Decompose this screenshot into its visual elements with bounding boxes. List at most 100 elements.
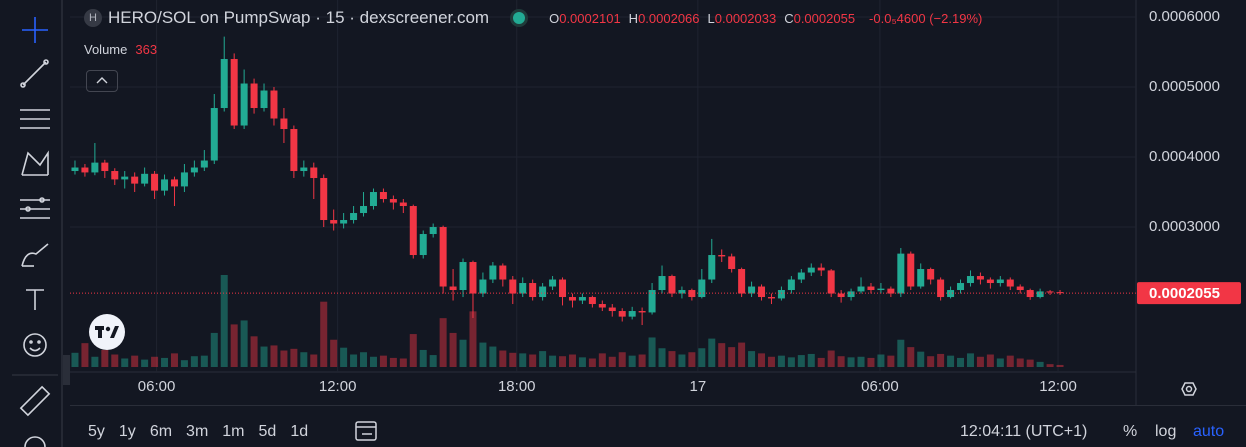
candle-body	[638, 311, 646, 313]
candle-body	[1016, 286, 1024, 291]
volume-bar	[827, 350, 835, 367]
candle-body	[449, 286, 457, 291]
volume-bar	[758, 353, 766, 367]
range-button[interactable]: 3m	[186, 423, 209, 440]
candle-body	[389, 199, 397, 203]
candle-body	[250, 83, 258, 109]
candle-body	[986, 279, 994, 284]
candle-body	[907, 253, 915, 287]
volume-bar	[419, 349, 427, 367]
candle-body	[608, 307, 616, 312]
candle-body	[966, 276, 974, 284]
volume-bar	[240, 320, 248, 367]
ruler-tool[interactable]	[19, 385, 51, 417]
percent-toggle[interactable]: %	[1123, 423, 1138, 440]
volume-bar	[648, 337, 656, 367]
candle-body	[409, 206, 417, 256]
range-button[interactable]: 5y	[88, 423, 105, 440]
legend-collapse[interactable]	[86, 70, 118, 92]
candle-body	[947, 290, 955, 298]
candle-body	[260, 90, 268, 109]
trend-line-tool[interactable]	[20, 59, 49, 88]
candle-body	[200, 160, 208, 168]
candle-body	[220, 59, 228, 109]
pattern-tool[interactable]	[21, 150, 49, 176]
candle-body	[807, 267, 815, 273]
volume-bar	[161, 357, 169, 367]
horizontal-line-tool[interactable]	[20, 109, 50, 129]
emoji-tool[interactable]	[23, 333, 47, 357]
volume-bar	[151, 356, 159, 367]
ohlc-value: 0.0002055	[793, 10, 856, 26]
volume-bar	[887, 355, 895, 367]
candle-body	[668, 276, 676, 294]
range-button[interactable]: 5d	[258, 423, 277, 440]
volume-bar	[996, 358, 1004, 367]
candle-body	[937, 279, 945, 298]
fib-tool[interactable]	[20, 197, 50, 219]
candle-body	[290, 129, 298, 172]
volume-bar	[131, 355, 139, 367]
volume-bar	[608, 356, 616, 367]
ohlc-key: O	[549, 10, 560, 26]
candle-body	[419, 234, 427, 256]
log-toggle[interactable]: log	[1155, 423, 1177, 440]
volume-bar	[220, 275, 228, 367]
y-tick-label: 0.0003000	[1149, 218, 1220, 235]
candle-body	[787, 279, 795, 291]
zoom-tool[interactable]	[24, 436, 46, 447]
candle-body	[429, 227, 437, 235]
volume-bar	[91, 356, 99, 367]
candle-body	[529, 283, 537, 298]
chevron	[96, 77, 108, 84]
volume-bar	[379, 355, 387, 367]
volume-bar	[748, 351, 756, 367]
candle-body	[151, 173, 159, 191]
ohlc-key: L	[707, 10, 715, 26]
volume-bar	[658, 348, 666, 367]
range-button[interactable]: 1m	[222, 423, 245, 440]
volume-bar	[1016, 358, 1024, 367]
candle-body	[350, 213, 358, 221]
candle-body	[479, 279, 487, 294]
volume-bar	[529, 354, 537, 367]
volume-bar	[399, 358, 407, 367]
range-button[interactable]: 1y	[118, 423, 136, 440]
volume-bar	[121, 358, 129, 367]
volume-bar	[509, 352, 517, 367]
candle-body	[91, 162, 99, 173]
volume-bar	[141, 359, 149, 367]
volume-bar	[588, 358, 596, 367]
candle-body	[111, 171, 119, 180]
volume-bar	[907, 347, 915, 367]
text-tool[interactable]	[26, 289, 44, 310]
candle-body	[758, 286, 766, 298]
candle-body	[280, 118, 288, 130]
volume-bar	[270, 345, 278, 367]
candle-body	[81, 167, 89, 173]
date-range-icon[interactable]	[352, 416, 382, 446]
brush-tool[interactable]	[21, 243, 49, 267]
candle-body	[927, 269, 935, 280]
volume-bar	[489, 346, 497, 367]
auto-toggle[interactable]: auto	[1193, 423, 1225, 440]
volume-bar	[230, 324, 238, 367]
volume-bar	[688, 352, 696, 367]
candle-body	[340, 220, 348, 224]
candle-body	[1046, 291, 1054, 293]
candle-body	[698, 279, 706, 298]
settings-icon[interactable]	[1181, 382, 1197, 396]
volume-bar	[668, 351, 676, 367]
last-price-box	[1137, 282, 1241, 305]
volume-bar	[738, 342, 746, 367]
range-button[interactable]: 6m	[149, 423, 173, 440]
ohlc-item: H 0.0002066	[629, 11, 700, 26]
toolbar-collapse[interactable]	[63, 355, 70, 385]
candle-body	[141, 173, 149, 184]
range-button[interactable]: 1d	[290, 423, 309, 440]
ohlc-key: C	[784, 10, 794, 26]
volume-bar	[539, 351, 547, 367]
crosshair-tool[interactable]	[22, 17, 48, 43]
candle-body	[519, 283, 527, 294]
volume-bar	[986, 354, 994, 367]
